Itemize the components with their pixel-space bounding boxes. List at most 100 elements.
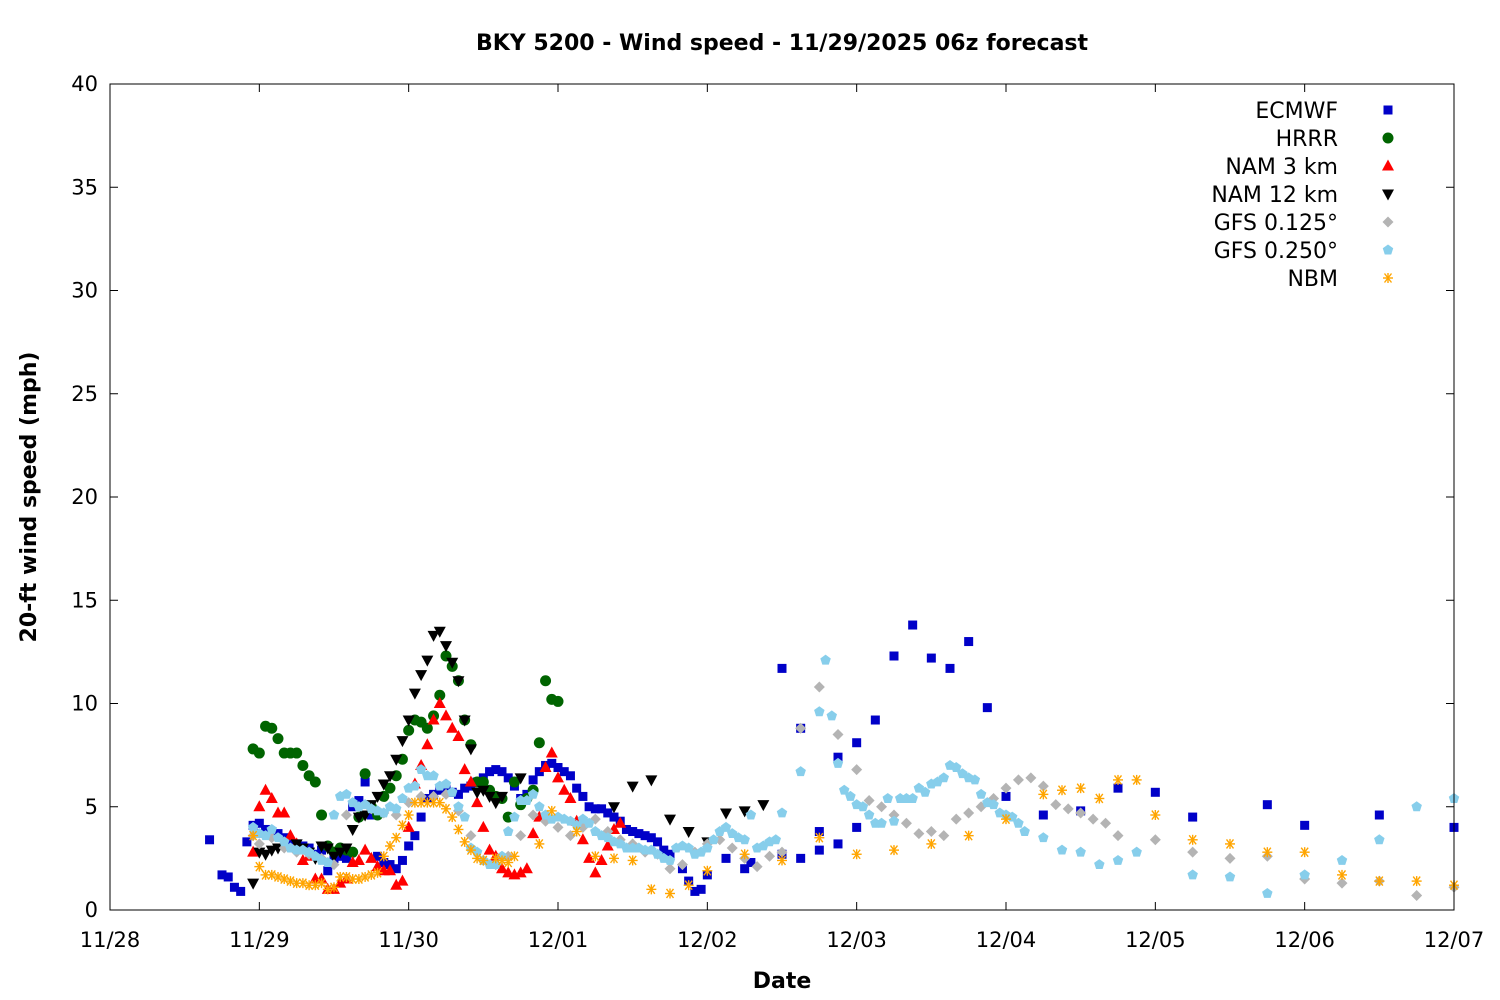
data-point-gfs-0-250 (745, 809, 757, 820)
data-point-ecmwf (559, 767, 569, 777)
data-point-nam-12-km (720, 808, 732, 820)
data-point-gfs-0-250 (1224, 871, 1236, 882)
data-point-nbm (1337, 869, 1347, 880)
data-point-nbm (316, 878, 327, 889)
data-point-nam-12-km (664, 814, 676, 826)
data-point-ecmwf (261, 824, 271, 834)
data-point-nbm (777, 855, 787, 866)
data-point-ecmwf (908, 620, 918, 630)
data-point-nbm (329, 882, 339, 893)
x-tick-label: 11/30 (378, 928, 439, 952)
data-point-ecmwf (416, 812, 426, 822)
data-point-nam-12-km (390, 754, 403, 766)
data-point-nbm (497, 855, 507, 866)
data-point-nbm (1094, 793, 1105, 804)
data-point-nbm (490, 853, 501, 864)
y-tick-label: 40 (71, 72, 98, 96)
data-point-nbm (254, 861, 265, 872)
data-point-ecmwf (1300, 820, 1310, 830)
data-point-nbm (739, 849, 750, 860)
data-point-gfs-0-250 (509, 811, 520, 822)
data-point-nam-12-km (440, 641, 452, 653)
data-point-ecmwf (690, 886, 700, 896)
legend-marker (1383, 105, 1393, 115)
data-point-gfs-0-125 (253, 838, 265, 850)
data-point-nbm (378, 851, 389, 862)
data-point-ecmwf (926, 653, 936, 663)
data-point-nam-3-km (471, 796, 484, 808)
data-point-nbm (347, 874, 358, 885)
data-point-nam-3-km (259, 783, 272, 795)
data-point-nbm (590, 851, 601, 862)
data-point-ecmwf (814, 827, 824, 837)
legend-label: ECMWF (1255, 99, 1338, 124)
data-point-nam-3-km (359, 843, 372, 855)
x-tick-label: 11/28 (80, 928, 141, 952)
data-point-nam-3-km (464, 775, 477, 787)
data-point-nbm (403, 810, 414, 821)
data-point-nam-3-km (520, 862, 533, 874)
data-point-nbm (627, 855, 638, 866)
data-point-nbm (1001, 814, 1011, 825)
data-point-gfs-0-250 (266, 823, 278, 834)
data-point-nam-12-km (427, 630, 440, 642)
data-point-nam-12-km (483, 791, 496, 803)
legend-marker (1382, 189, 1394, 201)
data-point-gfs-0-250 (702, 842, 713, 853)
data-point-ecmwf (379, 858, 389, 868)
data-point-gfs-0-125 (1012, 774, 1024, 786)
data-point-gfs-0-250 (975, 788, 987, 799)
data-point-nbm (453, 824, 464, 835)
data-point-gfs-0-125 (1087, 813, 1099, 825)
data-point-ecmwf (205, 835, 215, 845)
data-point-gfs-0-250 (446, 786, 458, 797)
data-point-gfs-0-250 (832, 757, 844, 768)
legend-label: GFS 0.250° (1214, 239, 1338, 264)
data-point-ecmwf (590, 804, 600, 814)
data-point-ecmwf (360, 777, 370, 787)
legend-marker (1382, 132, 1394, 144)
y-tick-label: 20 (71, 485, 98, 509)
data-point-nam-3-km (514, 866, 527, 878)
data-point-nbm (353, 874, 364, 885)
data-point-gfs-0-250 (882, 792, 894, 803)
data-point-ecmwf (572, 783, 582, 793)
data-point-hrrr (421, 722, 433, 734)
data-point-ecmwf (889, 651, 899, 661)
data-point-nbm (683, 880, 694, 891)
data-point-hrrr (384, 782, 396, 794)
data-point-ecmwf (721, 853, 731, 863)
data-point-nbm (397, 820, 408, 831)
data-point-ecmwf (565, 771, 575, 781)
data-point-nbm (391, 832, 402, 843)
data-point-gfs-0-250 (409, 780, 421, 791)
legend-label: GFS 0.125° (1214, 211, 1338, 236)
data-point-nbm (341, 871, 352, 882)
data-point-ecmwf (229, 882, 239, 892)
data-point-nbm (1374, 876, 1385, 887)
data-point-nbm (459, 836, 470, 847)
data-point-ecmwf (410, 831, 420, 841)
data-point-gfs-0-250 (1038, 832, 1049, 843)
data-point-gfs-0-250 (322, 857, 334, 867)
data-point-nam-12-km (477, 785, 490, 797)
data-point-nam-3-km (552, 771, 564, 783)
data-point-nbm (1057, 785, 1067, 796)
data-point-ecmwf (597, 804, 607, 814)
data-point-nam-12-km (259, 849, 272, 861)
data-point-nbm (702, 865, 713, 876)
data-point-nbm (297, 878, 308, 889)
data-point-gfs-0-250 (938, 772, 950, 783)
data-point-gfs-0-250 (776, 807, 788, 818)
y-tick-label: 25 (71, 382, 98, 406)
legend-label: NAM 3 km (1225, 155, 1338, 180)
data-point-ecmwf (391, 864, 401, 874)
data-point-ecmwf (852, 738, 862, 748)
data-point-gfs-0-250 (247, 821, 259, 832)
data-point-gfs-0-125 (963, 807, 975, 819)
data-point-ecmwf (236, 886, 246, 896)
data-point-nbm (926, 838, 937, 849)
data-point-gfs-0-250 (919, 786, 931, 797)
data-point-gfs-0-250 (583, 817, 595, 828)
